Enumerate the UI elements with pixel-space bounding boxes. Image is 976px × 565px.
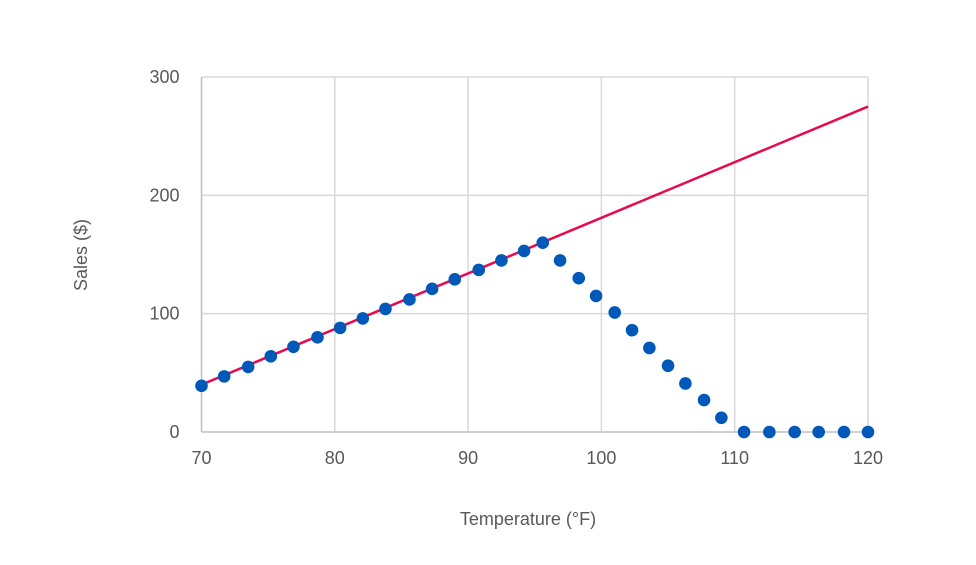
trend-lines bbox=[201, 105, 869, 386]
data-point bbox=[425, 282, 439, 296]
data-point bbox=[572, 271, 586, 285]
data-point bbox=[861, 425, 875, 439]
data-point bbox=[356, 312, 370, 325]
data-point bbox=[715, 411, 728, 425]
y-tick-labels: 0 100 200 300 bbox=[149, 67, 179, 442]
data-point bbox=[812, 425, 825, 439]
data-points bbox=[195, 236, 875, 439]
y-tick-label: 300 bbox=[149, 67, 179, 87]
data-point bbox=[241, 360, 255, 374]
trend-line bbox=[201, 105, 869, 386]
y-tick-label: 100 bbox=[149, 304, 179, 324]
axes bbox=[200, 77, 868, 433]
data-point bbox=[697, 393, 711, 407]
data-point bbox=[763, 425, 776, 439]
x-tick-label: 70 bbox=[191, 448, 211, 468]
data-point bbox=[625, 323, 639, 337]
data-point bbox=[661, 359, 675, 373]
data-point bbox=[737, 425, 751, 439]
data-point bbox=[679, 377, 692, 390]
x-tick-label: 110 bbox=[720, 448, 749, 468]
data-point bbox=[643, 341, 656, 355]
x-tick-label: 80 bbox=[325, 448, 345, 468]
data-point bbox=[608, 306, 622, 319]
y-tick-label: 0 bbox=[169, 422, 179, 442]
data-point bbox=[379, 302, 392, 316]
data-point bbox=[287, 340, 300, 354]
y-tick-label: 200 bbox=[149, 185, 179, 205]
data-point bbox=[472, 263, 486, 277]
gridlines bbox=[201, 76, 869, 432]
data-point bbox=[536, 236, 550, 249]
data-point bbox=[837, 425, 851, 439]
data-point bbox=[448, 273, 462, 286]
x-tick-label: 120 bbox=[853, 448, 883, 468]
data-point bbox=[195, 379, 208, 393]
data-point bbox=[589, 289, 603, 303]
data-point bbox=[217, 370, 231, 383]
data-point bbox=[788, 425, 801, 439]
data-point bbox=[403, 293, 416, 306]
x-tick-label: 100 bbox=[586, 448, 616, 468]
data-point bbox=[517, 244, 531, 258]
data-point bbox=[495, 254, 508, 267]
x-tick-labels: 70 80 90 100 110 120 bbox=[191, 448, 883, 468]
data-point bbox=[553, 254, 567, 267]
y-axis-label: Sales ($) bbox=[71, 219, 91, 291]
data-point bbox=[333, 321, 347, 335]
data-point bbox=[311, 331, 324, 344]
x-axis-label: Temperature (°F) bbox=[460, 509, 596, 529]
data-point bbox=[264, 349, 278, 363]
x-tick-label: 90 bbox=[458, 448, 478, 468]
